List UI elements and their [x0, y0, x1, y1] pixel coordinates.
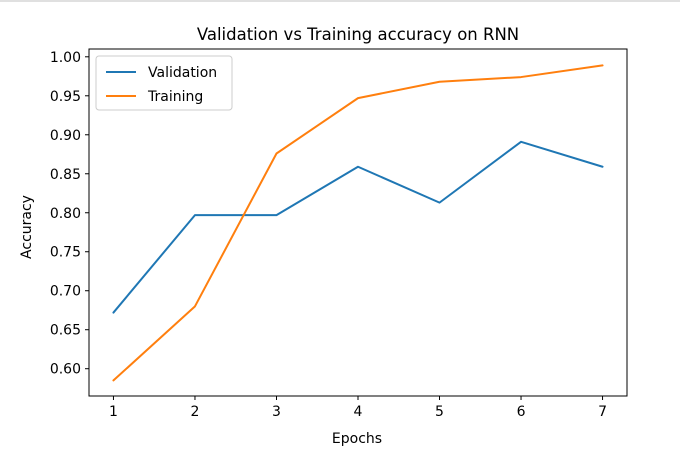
top-border: [0, 0, 680, 2]
x-tick-label: 4: [354, 404, 363, 420]
x-tick-label: 5: [435, 404, 444, 420]
x-tick-label: 7: [598, 404, 607, 420]
y-tick-label: 1.00: [50, 50, 81, 66]
legend: Validation Training: [95, 55, 233, 111]
x-tick-label: 2: [191, 404, 200, 420]
y-tick-label: 0.90: [50, 128, 81, 144]
y-tick-label: 0.80: [50, 206, 81, 222]
series-line-validation: [112, 140, 604, 314]
series-layer: [112, 64, 604, 382]
legend-label-training: Training: [147, 89, 203, 105]
y-axis-ticks: 0.60 0.65 0.70 0.75 0.80 0.85 0.90 0.95 1.00: [50, 50, 89, 378]
y-tick-label: 0.85: [50, 167, 81, 183]
y-tick-label: 0.95: [50, 89, 81, 105]
chart-title: Validation vs Training accuracy on RNN: [197, 25, 519, 44]
plot-area: 1 2 3 4 5 6 7 0.60 0.65 0.70 0.75 0.80 0.85 0.90 0.95…: [50, 48, 628, 420]
y-tick-label: 0.65: [50, 323, 81, 339]
x-tick-label: 6: [517, 404, 526, 420]
x-axis-label: Epochs: [332, 431, 382, 447]
y-tick-label: 0.60: [50, 362, 81, 378]
x-tick-label: 1: [109, 404, 118, 420]
x-axis-ticks: 1 2 3 4 5 6 7: [109, 396, 607, 420]
y-axis-label: Accuracy: [19, 195, 35, 259]
x-tick-label: 3: [272, 404, 281, 420]
legend-label-validation: Validation: [148, 65, 217, 81]
y-tick-label: 0.75: [50, 245, 81, 261]
y-tick-label: 0.70: [50, 284, 81, 300]
series-line-training: [112, 64, 604, 382]
